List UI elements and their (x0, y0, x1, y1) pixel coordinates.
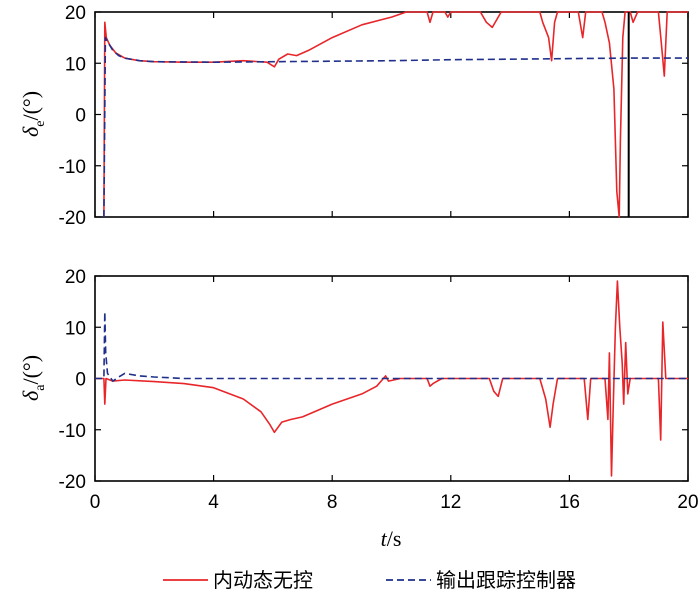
bottom-xtick-label-1: 4 (208, 492, 219, 513)
bottom-ytick-label-3: 10 (65, 318, 86, 339)
top-panel: -20 -10 0 10 20 δe/(°) (18, 3, 689, 229)
top-ytick-label-4: 20 (65, 3, 86, 24)
legend: 内动态无控 输出跟踪控制器 (163, 568, 576, 592)
bottom-ylabel-sub: a (33, 384, 48, 391)
bottom-xtick-label-4: 16 (559, 492, 580, 513)
x-axis-label: t/s (381, 526, 402, 551)
bottom-axis-ticks: -20 -10 0 10 20 0 4 8 12 16 20 (59, 267, 699, 513)
legend-label-1: 输出跟踪控制器 (436, 568, 576, 592)
bottom-xtick-label-3: 12 (440, 492, 461, 513)
bottom-ytick-label-1: -10 (59, 421, 86, 442)
bottom-ylabel-unit: /(°) (18, 355, 43, 385)
bottom-ytick-label-0: -20 (59, 472, 86, 493)
xlabel-rest: /s (387, 526, 402, 551)
top-y-axis-label: δe/(°) (18, 91, 48, 137)
bottom-y-axis-label: δa/(°) (18, 355, 48, 401)
top-ytick-label-2: 0 (75, 106, 86, 127)
top-ytick-label-1: -10 (59, 157, 86, 178)
bottom-xtick-label-2: 8 (327, 492, 338, 513)
bottom-series-1 (95, 311, 688, 382)
bottom-xtick-label-5: 20 (677, 492, 698, 513)
top-ylabel-symbol: δ (18, 126, 43, 137)
bottom-panel: -20 -10 0 10 20 0 4 8 12 16 20 δa/(°) t/s (18, 267, 699, 551)
bottom-series-group (95, 280, 688, 477)
bottom-ylabel-symbol: δ (18, 390, 43, 401)
bottom-xtick-label-0: 0 (90, 492, 101, 513)
top-plot-frame (94, 11, 689, 218)
top-series-0 (103, 11, 688, 218)
top-axis-ticks: -20 -10 0 10 20 (59, 3, 689, 229)
legend-label-0: 内动态无控 (213, 568, 313, 592)
top-series-group (103, 11, 688, 218)
top-series-1 (103, 36, 688, 218)
bottom-ytick-label-4: 20 (65, 267, 86, 288)
top-ytick-label-0: -20 (59, 208, 86, 229)
top-ylabel-unit: /(°) (18, 91, 43, 121)
top-ylabel-sub: e (33, 121, 48, 127)
bottom-ytick-label-2: 0 (75, 370, 86, 391)
bottom-series-0 (95, 280, 688, 477)
xlabel-italic: t (381, 526, 388, 551)
top-ytick-label-3: 10 (65, 54, 86, 75)
